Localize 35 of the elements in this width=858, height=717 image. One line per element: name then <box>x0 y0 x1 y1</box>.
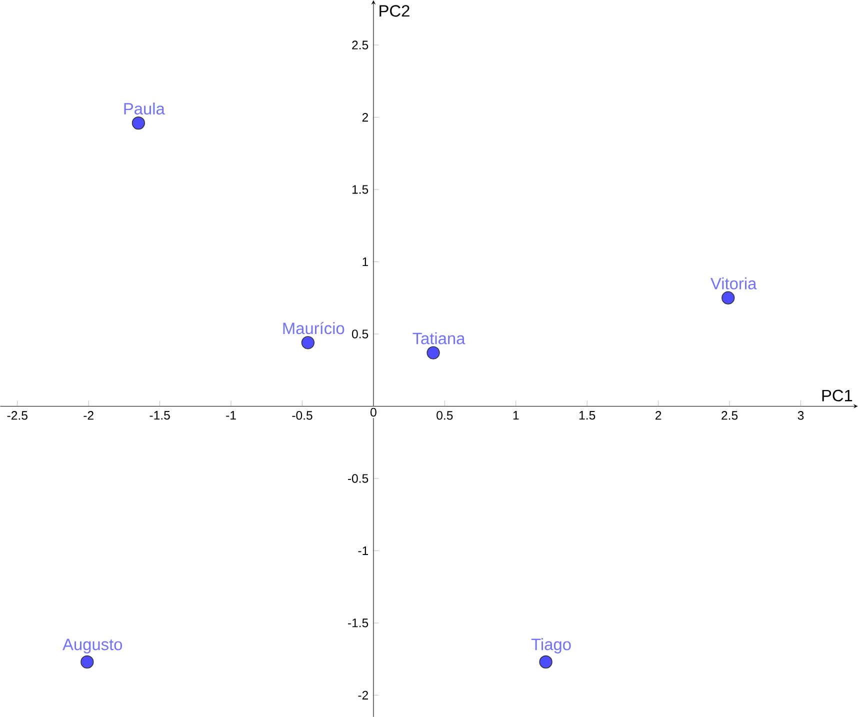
point <box>722 291 735 304</box>
point <box>426 346 440 360</box>
x-tick-label: 2.5 <box>722 410 738 420</box>
x-tick-label: 0 <box>370 408 376 417</box>
x-tick-label: 3 <box>798 410 804 420</box>
x-tick-label: 1.5 <box>579 410 596 420</box>
y-tick-label: 2 <box>362 112 368 122</box>
x-tick-label: -1.5 <box>150 410 170 420</box>
point <box>539 655 552 668</box>
y-tick-label: 1.5 <box>352 185 368 194</box>
y-axis-title: PC2 <box>380 5 410 17</box>
annotation: Paula <box>124 102 165 115</box>
x-tick-label: 1 <box>513 410 519 420</box>
x-tick-label: -1 <box>226 410 236 420</box>
point <box>301 336 314 350</box>
annotation: Vitoria <box>710 277 757 290</box>
y-tick-label: -1.5 <box>348 618 368 628</box>
annotation: Maurício <box>283 322 344 334</box>
x-axis-title: PC1 <box>822 390 852 402</box>
y-tick-label: -1 <box>358 546 368 555</box>
point <box>132 116 146 130</box>
y-tick-label: -2 <box>358 690 368 700</box>
x-tick-label: 2 <box>656 410 662 420</box>
y-tick-label: -0.5 <box>348 474 368 483</box>
x-tick-label: -0.5 <box>292 410 312 420</box>
point <box>80 655 94 668</box>
y-tick-label: 0.5 <box>352 330 368 338</box>
annotation: Augusto <box>62 638 122 654</box>
x-tick-label: 0.5 <box>436 410 453 420</box>
x-tick-label: -2.5 <box>7 410 28 420</box>
annotation: Tiago <box>531 638 571 654</box>
x-tick-label: -2 <box>84 410 94 420</box>
annotation: Tatiana <box>412 332 466 344</box>
y-tick-label: 1 <box>362 257 368 266</box>
y-tick-label: 2.5 <box>352 40 368 50</box>
